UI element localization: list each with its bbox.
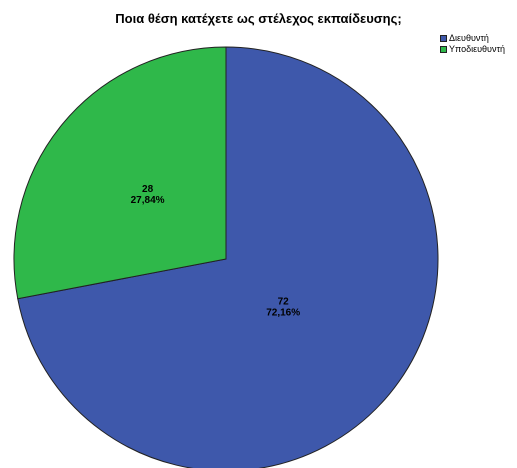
legend-item-director: Διευθυντή (440, 33, 505, 43)
pie-slice-deputy-director (13, 46, 227, 300)
legend-label-deputy-director: Υποδιευθυντή (449, 44, 506, 54)
legend: Διευθυντή Υποδιευθυντή (440, 33, 505, 55)
legend-swatch-director (440, 34, 447, 42)
legend-label-director: Διευθυντή (449, 33, 489, 43)
slice-count-label-deputy-director: 28 (142, 184, 154, 195)
legend-item-deputy-director: Υποδιευθυντή (440, 44, 505, 54)
legend-swatch-deputy-director (440, 45, 447, 53)
slice-percent-label-deputy-director: 27,84% (131, 195, 165, 206)
chart-title: Ποια θέση κατέχετε ως στέλεχος εκπαίδευσ… (115, 11, 402, 26)
slice-count-label-director: 72 (278, 296, 290, 307)
slice-percent-label-director: 72,16% (266, 307, 300, 318)
pie-slice-director (17, 46, 439, 468)
